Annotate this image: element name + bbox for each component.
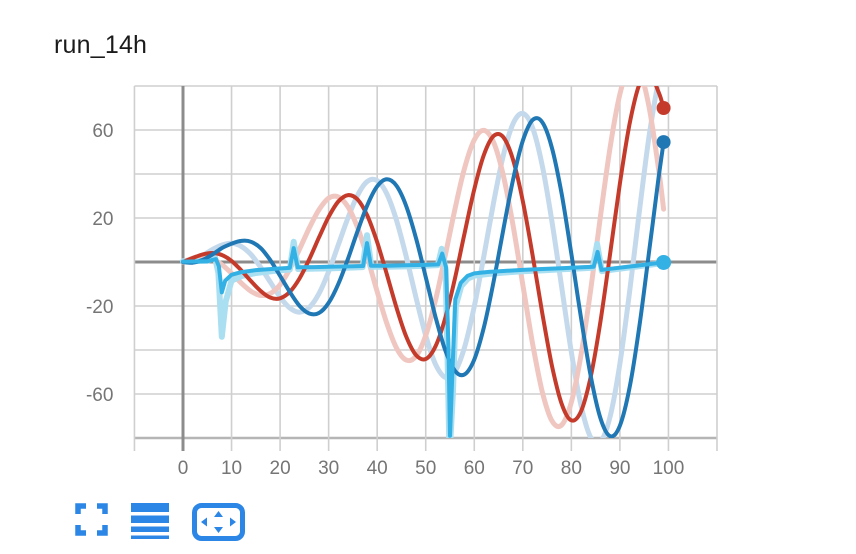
x-tick-label: 10: [221, 458, 242, 479]
fit-to-screen-icon: [192, 503, 245, 541]
series-red-smoothed: [181, 86, 666, 423]
end-dot-blue-smoothed: [656, 135, 671, 150]
x-tick-label: 50: [415, 458, 436, 479]
x-tick-label: 90: [609, 458, 630, 479]
y-tick-label: 60: [92, 121, 113, 142]
end-dot-red-smoothed: [656, 101, 671, 115]
x-tick-label: 0: [178, 458, 189, 479]
series-blue-smoothed: [181, 116, 666, 438]
fit-to-screen-button[interactable]: [192, 503, 245, 541]
page-title: run_14h: [54, 31, 148, 59]
x-tick-label: 60: [464, 458, 485, 479]
fullscreen-button[interactable]: [75, 503, 108, 536]
fullscreen-icon: [75, 503, 108, 536]
end-dot-cyan-smoothed: [656, 254, 672, 270]
x-tick-label: 100: [653, 458, 685, 479]
x-tick-label: 30: [318, 458, 339, 479]
x-tick-label: 70: [512, 458, 533, 479]
list-icon: [131, 503, 169, 539]
chart-toolbar: [75, 503, 245, 541]
x-tick-label: 40: [367, 458, 388, 479]
y-tick-label: 20: [92, 209, 113, 230]
x-tick-label: 20: [270, 458, 291, 479]
x-tick-label: 80: [561, 458, 582, 479]
y-tick-label: -20: [86, 297, 113, 318]
y-tick-label: -60: [86, 385, 113, 406]
list-button[interactable]: [131, 503, 169, 539]
series-cyan-smoothed: [181, 241, 666, 438]
